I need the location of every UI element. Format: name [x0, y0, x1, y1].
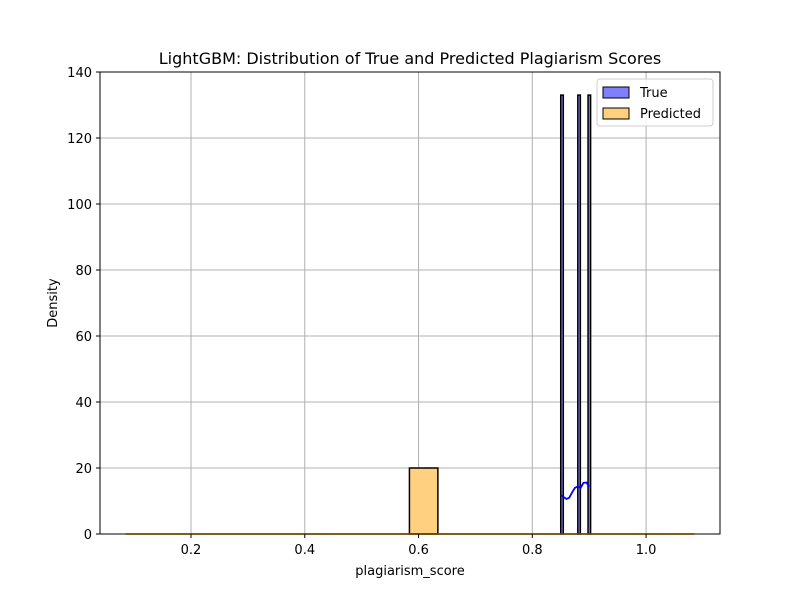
x-tick-label: 0.4 — [294, 543, 315, 558]
x-tick-label: 0.8 — [522, 543, 543, 558]
y-tick-label: 0 — [84, 528, 92, 543]
x-tick-label: 0.6 — [408, 543, 429, 558]
legend-label-predicted: Predicted — [640, 107, 701, 122]
y-tick-label: 40 — [75, 396, 92, 411]
y-tick-label: 80 — [75, 264, 92, 279]
bar-predicted — [408, 467, 439, 535]
bar-true — [577, 94, 582, 535]
y-tick-label: 100 — [67, 198, 92, 213]
x-tick-label: 0.2 — [181, 543, 202, 558]
bar-true — [587, 94, 592, 535]
legend-swatch-true — [602, 86, 630, 99]
y-tick-label: 140 — [67, 66, 92, 81]
plot-frame — [99, 71, 721, 535]
bar-true — [559, 94, 565, 535]
y-tick-label: 120 — [67, 132, 92, 147]
axis-ticks: 0.2 0.4 0.6 0.8 1.0 0 20 40 60 80 100 120 140 — [67, 66, 656, 558]
legend-swatch-predicted — [602, 107, 630, 120]
y-tick-label: 60 — [75, 330, 92, 345]
x-axis-title: plagiarism_score — [355, 564, 464, 579]
y-tick-label: 20 — [75, 462, 92, 477]
y-axis-title: Density — [46, 278, 61, 328]
legend-label-true: True — [639, 86, 668, 101]
histogram-bars — [408, 94, 592, 535]
legend: True Predicted — [596, 78, 714, 127]
x-tick-label: 1.0 — [636, 543, 657, 558]
kde-line-true — [560, 481, 590, 501]
grid — [100, 71, 720, 535]
chart-title: LightGBM: Distribution of True and Predi… — [159, 49, 661, 68]
